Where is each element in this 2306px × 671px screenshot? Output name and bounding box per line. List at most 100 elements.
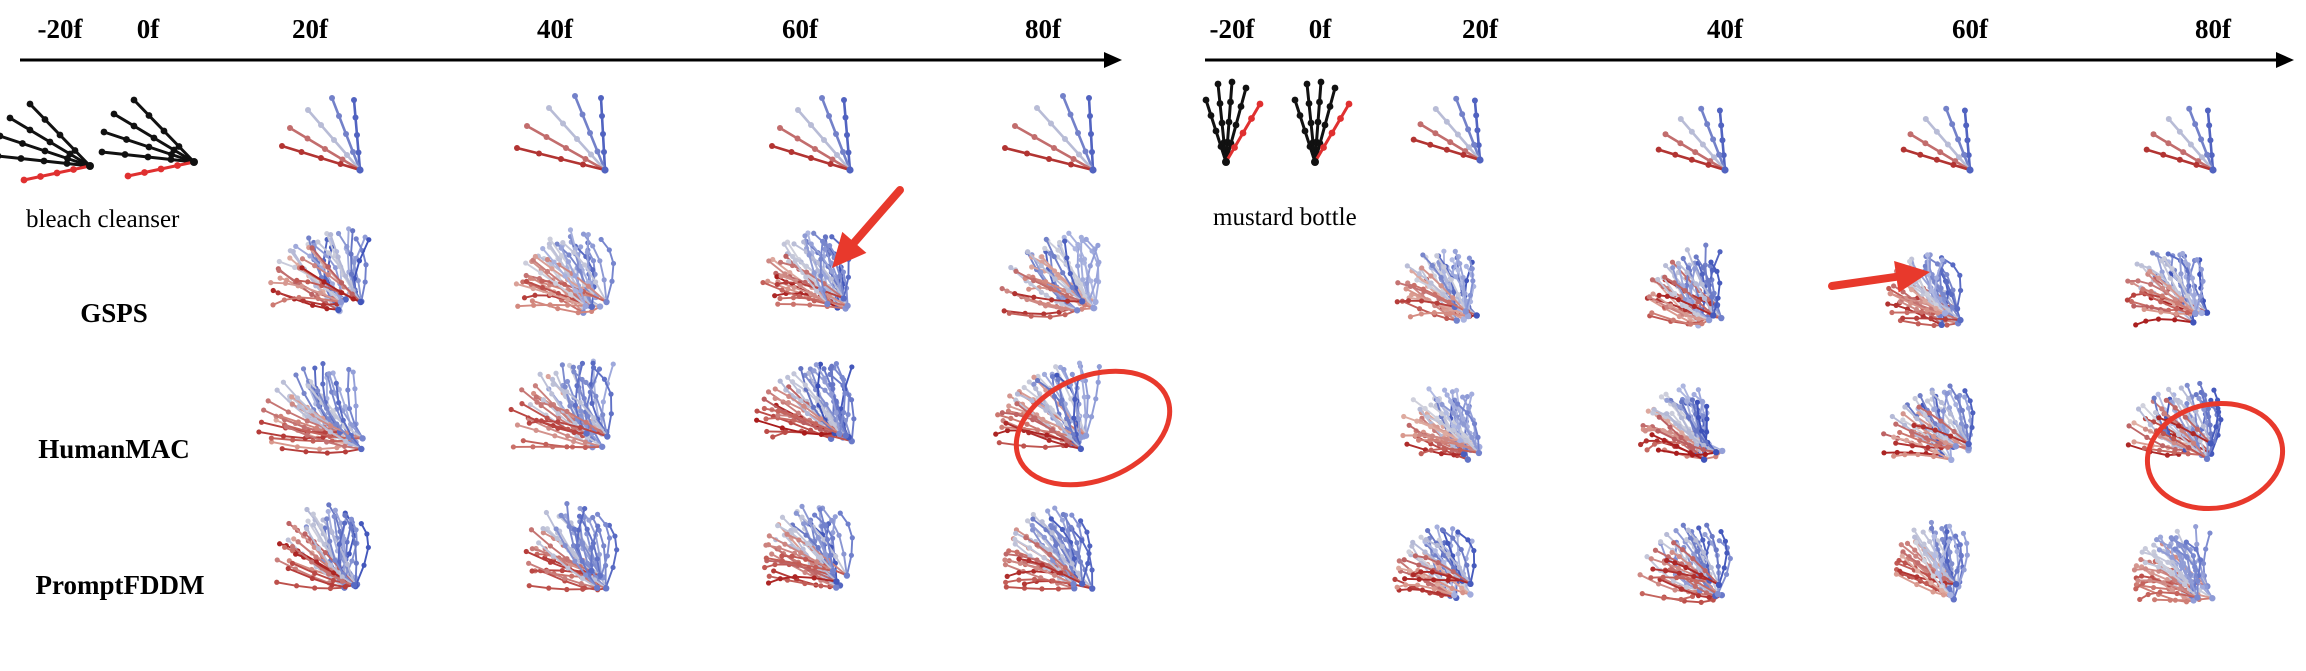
hand-joint	[343, 584, 348, 589]
hand-joint	[1048, 314, 1053, 319]
hand-joint	[1292, 97, 1299, 104]
hand-joint	[300, 256, 305, 261]
hand-joint	[2161, 431, 2166, 436]
hand-joint	[1696, 415, 1701, 420]
hand-joint	[1407, 587, 1412, 592]
hand-joint	[829, 276, 834, 281]
hand-joint	[1728, 556, 1733, 561]
hand-joint	[310, 576, 315, 581]
hand-joint	[1693, 281, 1698, 286]
hand-joint	[1460, 394, 1465, 399]
hand-joint	[1644, 438, 1649, 443]
hand-joint	[1893, 441, 1898, 446]
hand-joint	[807, 302, 812, 307]
hand-joint	[580, 587, 585, 592]
hand-joint	[785, 375, 790, 380]
hand-joint	[1929, 526, 1934, 531]
hand-joint	[2191, 553, 2196, 558]
hand-joint	[1304, 81, 1311, 88]
hand-joint	[0, 153, 1, 160]
hand-joint	[2138, 557, 2143, 562]
hand-joint	[591, 365, 596, 370]
hand-joint	[1434, 524, 1439, 529]
hand-joint	[799, 514, 804, 519]
hand-joint	[1003, 580, 1008, 585]
hand-joint	[1686, 415, 1691, 420]
hand-joint	[828, 161, 834, 167]
hand-joint	[349, 517, 354, 522]
hand-joint	[2131, 420, 2136, 425]
hand-joint	[1465, 410, 1470, 415]
hand-joint	[1062, 312, 1067, 317]
hand-joint	[829, 391, 834, 396]
hand-joint	[791, 295, 796, 300]
wrist-joint	[1710, 312, 1716, 318]
hand-joint	[1688, 322, 1693, 327]
hand-joint	[2173, 598, 2178, 603]
hand-joint	[578, 400, 583, 405]
hand-joint	[1674, 444, 1679, 449]
wrist-joint	[1089, 585, 1095, 591]
hand-joint	[850, 535, 855, 540]
wrist-joint	[1465, 456, 1471, 462]
hand-joint	[1035, 378, 1040, 383]
hand-joint	[1663, 392, 1668, 397]
hand-joint	[582, 396, 587, 401]
hand-joint	[1962, 567, 1967, 572]
hand-joint	[763, 543, 768, 548]
hand-joint	[1471, 548, 1476, 553]
hand-joint	[350, 228, 355, 233]
hand-joint	[1213, 128, 1220, 135]
hand-joint	[531, 303, 536, 308]
hand-joint	[1677, 554, 1682, 559]
hand-joint	[1064, 293, 1069, 298]
hand-joint	[762, 406, 767, 411]
hand-joint	[1679, 399, 1684, 404]
hand-joint	[780, 558, 785, 563]
hand-joint	[2193, 547, 2198, 552]
hand-joint	[548, 403, 553, 408]
hand-joint	[1693, 538, 1698, 543]
hand-joint	[1934, 275, 1939, 280]
hand-joint	[789, 554, 794, 559]
hand-joint	[778, 576, 783, 581]
hand-joint	[1694, 254, 1699, 259]
hand-joint	[1455, 132, 1461, 138]
wrist-joint	[1079, 580, 1085, 586]
hand-joint	[1925, 398, 1930, 403]
hand-joint	[1441, 264, 1446, 269]
hand-joint	[1927, 410, 1932, 415]
hand-joint	[1089, 149, 1095, 155]
hand-joint	[361, 563, 366, 568]
observed-hand	[0, 101, 94, 184]
hand-joint	[1025, 249, 1030, 254]
hand-joint	[1969, 425, 1974, 430]
hand-joint	[349, 272, 354, 277]
hand-joint	[354, 132, 360, 138]
hand-joint	[307, 253, 312, 258]
hand-joint	[803, 382, 808, 387]
hand-joint	[2126, 423, 2131, 428]
hand-joint	[1698, 573, 1703, 578]
wrist-joint	[1462, 308, 1468, 314]
hand-joint	[1692, 304, 1697, 309]
hand-joint	[567, 403, 572, 408]
hand-joint	[1069, 512, 1074, 517]
hand-joint	[769, 143, 775, 149]
predicted-hand-cluster	[509, 359, 616, 451]
hand-joint	[581, 231, 586, 236]
wrist-joint	[1715, 591, 1721, 597]
hand-joint	[1703, 243, 1708, 248]
hand-joint	[268, 280, 273, 285]
hand-joint	[291, 536, 296, 541]
hand-joint	[314, 426, 319, 431]
hand-joint	[1958, 288, 1963, 293]
hand-joint	[1227, 99, 1234, 106]
hand-joint	[798, 366, 803, 371]
hand-joint	[1049, 428, 1054, 433]
wrist-joint	[582, 303, 588, 309]
hand-joint	[331, 137, 337, 143]
hand-joint	[760, 280, 765, 285]
hand-joint	[1461, 275, 1466, 280]
hand-joint	[1322, 122, 1329, 129]
